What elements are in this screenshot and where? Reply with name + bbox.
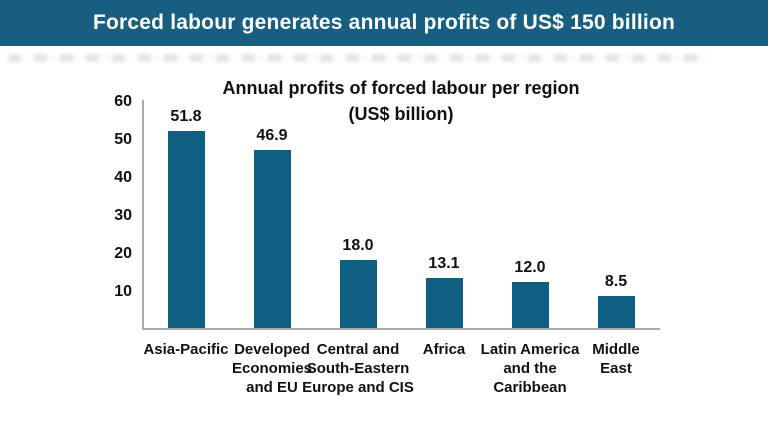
- banner: Forced labour generates annual profits o…: [0, 0, 768, 46]
- category-label: Asia-Pacific: [143, 341, 229, 358]
- bar-2: [253, 149, 291, 328]
- bar-value-label: 18.0: [342, 236, 374, 254]
- y-tick-label: 60: [114, 93, 132, 110]
- chart-title: Annual profits of forced labour per regi…: [222, 78, 580, 98]
- bar-value-label: 46.9: [256, 126, 288, 144]
- category-label: Developed Economies and EU: [231, 341, 313, 396]
- bar-3: [339, 259, 377, 328]
- category-label: Africa: [422, 341, 466, 358]
- y-tick-label: 10: [114, 283, 132, 300]
- category-label: Latin America and the Caribbean: [480, 341, 580, 396]
- y-tick-label: 20: [114, 245, 132, 262]
- bar-value-label: 12.0: [514, 259, 546, 277]
- bar-5: [511, 282, 549, 328]
- bar-value-label: 51.8: [170, 108, 202, 126]
- plot-area: 10 20 30 40 50 60 51.8 Asia-Pacific 46.9 Develope…: [114, 93, 660, 396]
- bar-value-label: 8.5: [604, 272, 628, 290]
- y-tick-label: 30: [114, 207, 132, 224]
- x-axis-line: [142, 328, 660, 330]
- compression-artifact-strip: [8, 54, 708, 62]
- category-label: Central and South-Eastern Europe and CIS: [302, 341, 414, 396]
- banner-title: Forced labour generates annual profits o…: [92, 11, 675, 34]
- chart-subtitle: (US$ billion): [348, 104, 454, 124]
- y-tick-label: 50: [114, 131, 132, 148]
- bar-4: [425, 278, 463, 328]
- bar-1: [167, 131, 205, 328]
- category-label: Middle East: [592, 341, 640, 377]
- bar-value-label: 13.1: [428, 255, 460, 273]
- y-tick-label: 40: [114, 169, 132, 186]
- bar-6: [597, 295, 635, 328]
- chart-title-block: Annual profits of forced labour per regi…: [142, 76, 660, 128]
- y-axis-line: [142, 100, 144, 330]
